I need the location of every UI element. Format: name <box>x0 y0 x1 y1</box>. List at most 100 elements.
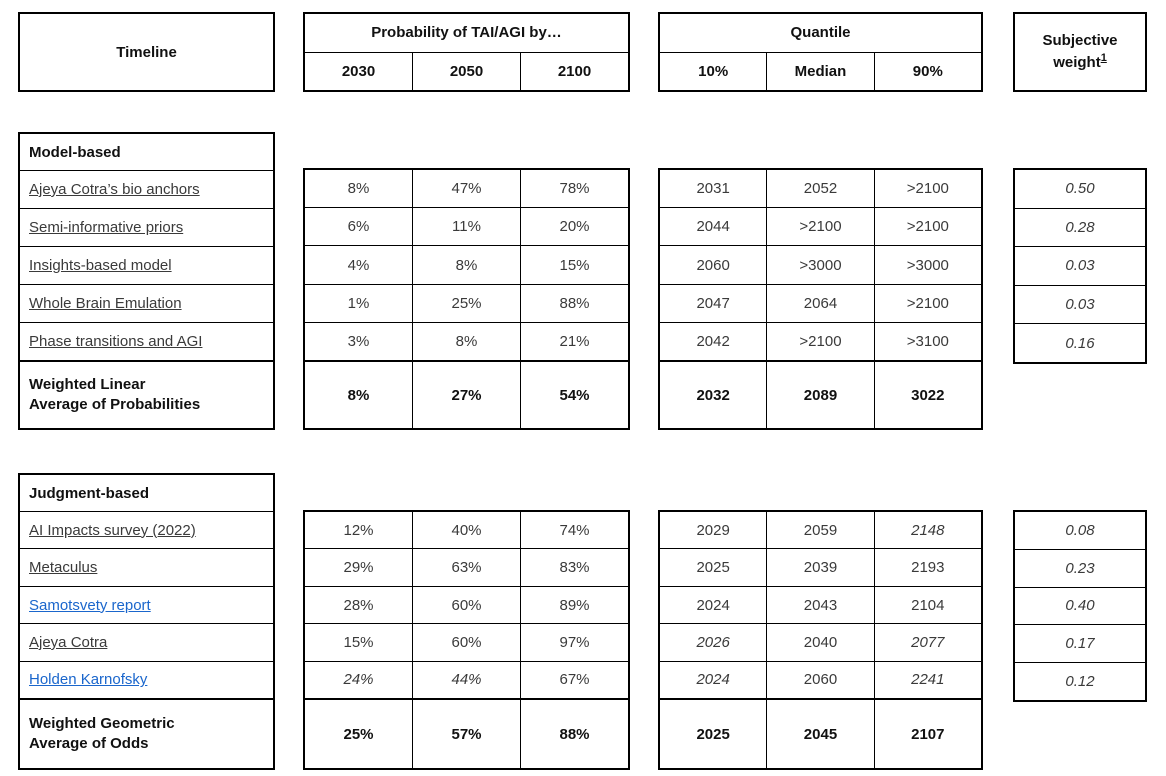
table-row: 2060 >3000 >3000 <box>660 245 981 284</box>
judgment-based-quantile-box: 2029 2059 2148 2025 2039 2193 2024 2043 2104 2026… <box>658 510 983 770</box>
summary-label-line: Average of Probabilities <box>29 396 201 413</box>
model-based-timeline-box: Model-based Ajeya Cotra’s bio anchors Semi… <box>18 132 275 430</box>
quantile-cell: 2040 <box>766 624 873 661</box>
prob-cell: 60% <box>412 624 520 661</box>
probability-group-title: Probability of TAI/AGI by… <box>371 24 562 42</box>
prob-cell: 44% <box>412 661 520 699</box>
summary-row: 25% 57% 88% <box>305 698 628 769</box>
quantile-cell: 2026 <box>696 633 730 651</box>
quantile-cell: 2047 <box>696 294 730 312</box>
timeline-link[interactable]: Whole Brain Emulation <box>29 295 182 312</box>
prob-cell: 8% <box>347 180 370 198</box>
quantile-cell: >2100 <box>766 322 873 361</box>
timeline-link[interactable]: Samotsvety report <box>29 596 151 614</box>
prob-cell: 88% <box>520 284 628 322</box>
quantile-col-10: 10% <box>698 62 729 80</box>
prob-col-2050: 2050 <box>412 52 520 90</box>
weight-cell: 0.03 <box>1065 257 1095 275</box>
quantile-cell: >2100 <box>873 170 981 208</box>
subjective-weight-label: Subjective weight1 <box>1042 31 1118 71</box>
quantile-col-median: Median <box>766 52 873 90</box>
timeline-link[interactable]: Holden Karnofsky <box>29 671 148 689</box>
weight-cell: 0.50 <box>1065 180 1095 198</box>
prob-cell: 88% <box>520 700 628 769</box>
table-row: 0.03 <box>1015 246 1145 285</box>
table-row: Metaculus <box>20 548 273 585</box>
table-row: Ajeya Cotra <box>20 623 273 660</box>
quantile-cell: 2043 <box>766 586 873 624</box>
summary-label-line: Average of Odds <box>29 735 149 753</box>
table-row: AI Impacts survey (2022) <box>20 511 273 548</box>
prob-cell: 11% <box>412 208 520 246</box>
prob-cell: 60% <box>412 586 520 624</box>
table-row: 0.40 <box>1015 586 1145 625</box>
timeline-link[interactable]: Metaculus <box>29 559 98 577</box>
timeline-link[interactable]: Insights-based model <box>29 257 172 274</box>
table-row: 2026 2040 2077 <box>660 623 981 661</box>
weight-cell: 0.16 <box>1065 334 1095 352</box>
table-row: 2024 2043 2104 <box>660 585 981 624</box>
table-row: 2025 2039 2193 <box>660 548 981 586</box>
table-row: 0.08 <box>1015 512 1145 549</box>
table-row: 8% 47% 78% <box>305 170 628 208</box>
table-row: 2029 2059 2148 <box>660 512 981 549</box>
summary-label-line: Weighted Linear <box>29 375 146 393</box>
footnote-1-link[interactable]: 1 <box>1100 52 1107 64</box>
prob-cell: 1% <box>347 294 370 312</box>
table-row: 0.50 <box>1015 170 1145 208</box>
prob-cell: 27% <box>412 362 520 429</box>
prob-cell: 24% <box>343 671 374 689</box>
table-row: 2047 2064 >2100 <box>660 283 981 322</box>
probability-header-group: Probability of TAI/AGI by… 2030 2050 210… <box>303 12 630 92</box>
table-row: Semi-informative priors <box>20 208 273 246</box>
model-based-probability-box: 8% 47% 78% 6% 11% 20% 4% 8% 15% 1% 25% 88% 3% 8% 21% 8%… <box>303 168 630 430</box>
timeline-link[interactable]: Ajeya Cotra <box>29 633 108 651</box>
prob-cell: 25% <box>412 284 520 322</box>
table-row: 2031 2052 >2100 <box>660 170 981 208</box>
section-title: Model-based <box>29 143 121 161</box>
summary-label-line: Weighted Geometric <box>29 714 175 732</box>
prob-cell: 63% <box>412 549 520 586</box>
table-row: 2044 >2100 >2100 <box>660 207 981 246</box>
timeline-column-header: Timeline <box>18 12 275 92</box>
table-row: Ajeya Cotra’s bio anchors <box>20 170 273 208</box>
timeline-link[interactable]: Ajeya Cotra’s bio anchors <box>29 181 200 198</box>
quantile-header-group: Quantile 10% Median 90% <box>658 12 983 92</box>
summary-row-label: Weighted Linear Average of Probabilities <box>20 360 273 428</box>
table-row: Samotsvety report <box>20 585 273 623</box>
prob-cell: 15% <box>520 246 628 284</box>
quantile-cell: 2039 <box>766 549 873 586</box>
table-row: 6% 11% 20% <box>305 207 628 246</box>
prob-cell: 4% <box>347 256 370 274</box>
quantile-cell: 2077 <box>873 624 981 661</box>
weight-cell: 0.12 <box>1065 673 1095 691</box>
quantile-cell: 2060 <box>696 256 730 274</box>
quantile-subheaders: 10% Median 90% <box>660 51 981 90</box>
quantile-cell: 2025 <box>696 725 730 743</box>
prob-cell: 6% <box>347 218 370 236</box>
quantile-cell: 2052 <box>766 170 873 208</box>
quantile-cell: >2100 <box>873 208 981 246</box>
judgment-based-probability-box: 12% 40% 74% 29% 63% 83% 28% 60% 89% 15% 60% 97% 24% 4… <box>303 510 630 770</box>
subjective-weight-header: Subjective weight1 <box>1013 12 1147 92</box>
quantile-cell: 2104 <box>873 586 981 624</box>
weight-cell: 0.03 <box>1065 296 1095 314</box>
table-row: Holden Karnofsky <box>20 660 273 698</box>
prob-cell: 67% <box>520 661 628 699</box>
weight-cell: 0.17 <box>1065 635 1095 653</box>
prob-cell: 29% <box>343 559 374 577</box>
table-row: 0.03 <box>1015 284 1145 324</box>
quantile-cell: 2024 <box>696 596 730 614</box>
quantile-cell: 2148 <box>873 512 981 549</box>
timeline-link[interactable]: Semi-informative priors <box>29 219 184 236</box>
timeline-link[interactable]: AI Impacts survey (2022) <box>29 521 196 539</box>
weight-cell: 0.23 <box>1065 559 1095 577</box>
summary-row-label: Weighted Geometric Average of Odds <box>20 698 273 768</box>
timeline-link[interactable]: Phase transitions and AGI <box>29 333 203 350</box>
table-row: 24% 44% 67% <box>305 660 628 699</box>
summary-row: 8% 27% 54% <box>305 360 628 429</box>
prob-cell: 8% <box>347 386 370 404</box>
table-row: 4% 8% 15% <box>305 245 628 284</box>
weight-cell: 0.08 <box>1065 521 1095 539</box>
section-title: Judgment-based <box>29 484 150 502</box>
